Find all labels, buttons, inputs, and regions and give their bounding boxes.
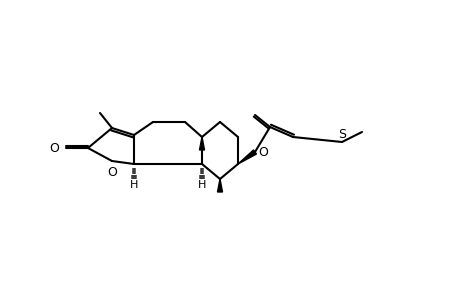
Polygon shape [217,179,222,192]
Polygon shape [199,137,204,150]
Text: H: H [197,180,206,190]
Text: O: O [107,166,117,179]
Polygon shape [237,150,256,164]
Text: O: O [257,146,267,158]
Text: H: H [129,180,138,190]
Text: O: O [49,142,59,154]
Text: S: S [337,128,345,141]
